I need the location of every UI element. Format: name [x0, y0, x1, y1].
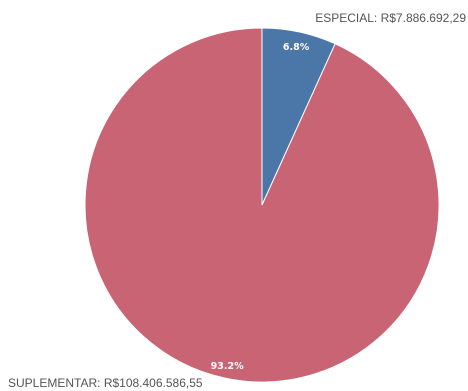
slice-value-suplementar: R$108.406.586,55	[103, 376, 203, 390]
slice-label-especial: ESPECIAL: R$7.886.692,29	[315, 11, 466, 25]
slice-category-especial: ESPECIAL	[315, 11, 374, 25]
percent-label-especial: 6.8%	[283, 42, 310, 53]
label-separator: :	[97, 376, 104, 390]
percent-labels: 6.8% 93.2%	[211, 42, 310, 372]
pie-slices	[84, 27, 440, 383]
pie-slice-suplementar	[84, 27, 440, 383]
slice-value-especial: R$7.886.692,29	[380, 11, 466, 25]
percent-label-suplementar: 93.2%	[211, 361, 244, 372]
slice-label-suplementar: SUPLEMENTAR: R$108.406.586,55	[8, 376, 203, 390]
slice-category-suplementar: SUPLEMENTAR	[8, 376, 98, 390]
label-separator: :	[373, 11, 381, 25]
